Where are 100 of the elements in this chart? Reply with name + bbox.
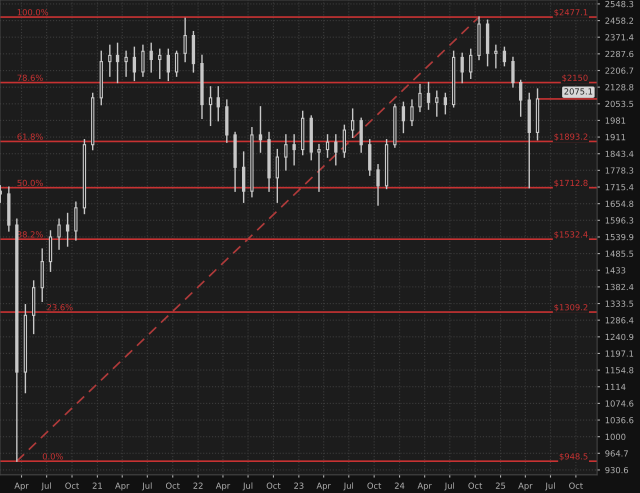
x-tick-label: Apr (115, 482, 130, 490)
candlestick (258, 106, 262, 153)
x-tick-label: Jul (41, 482, 51, 490)
y-tick-label: 1596.3 (606, 217, 634, 224)
y-tick-label: 1074.6 (606, 400, 634, 407)
candlestick (519, 80, 522, 117)
candlestick (360, 118, 363, 153)
candlestick (444, 92, 448, 114)
candlestick (141, 44, 145, 77)
y-tick-label: 1843.4 (606, 150, 634, 158)
y-tick-label: 1654.8 (606, 200, 634, 207)
annotation: 2075.1 (564, 88, 592, 95)
annotation: 50.0% (17, 180, 43, 186)
candlestick (166, 48, 170, 82)
candlestick (342, 124, 346, 158)
candlestick (158, 48, 162, 79)
candlestick (402, 102, 406, 134)
y-tick-label: 1154.8 (606, 367, 634, 374)
candlestick (66, 212, 70, 247)
y-tick-label: 1382.4 (606, 284, 634, 290)
candlestick (284, 134, 288, 171)
y-tick-label: 2128.8 (605, 84, 634, 90)
candlestick (74, 202, 78, 241)
annotation: 78.6% (18, 74, 43, 81)
candlestick (132, 46, 136, 82)
annotation: 0.0% (42, 453, 63, 460)
y-tick-label: 1433 (606, 267, 626, 274)
y-tick-label: 1286.4 (606, 317, 634, 324)
y-tick-label: 1911 (606, 134, 626, 140)
ref-line-label: $948.5 (560, 453, 588, 461)
x-tick-label: 24 (394, 482, 404, 489)
x-tick-label: Jul (142, 482, 152, 490)
y-tick-label: 1778.3 (606, 167, 634, 174)
x-tick-label: Jul (242, 482, 252, 490)
candlestick (216, 86, 220, 122)
y-tick-label: 2458.2 (605, 18, 634, 24)
candlestick (292, 134, 296, 166)
y-tick-label: 1715.4 (606, 184, 634, 190)
candlestick (410, 99, 414, 126)
ref-line-label: $1893.2 (554, 133, 588, 141)
ref-line-label: $1532.4 (554, 231, 588, 239)
x-tick-label: Oct (569, 482, 583, 489)
x-tick-label: Oct (468, 482, 482, 489)
candlestick (494, 44, 498, 68)
candlestick (334, 134, 338, 166)
ref-line-label: $1309.2 (554, 304, 588, 312)
x-tick-label: Oct (65, 482, 80, 489)
candlestick (426, 82, 430, 110)
x-tick-label: Jul (343, 482, 354, 490)
y-tick-label: 2287.6 (605, 50, 634, 58)
x-tick-label: Jul (545, 482, 555, 490)
y-tick-label: 1981 (606, 117, 626, 124)
candlestick (469, 48, 472, 79)
y-tick-label: 2548.3 (605, 0, 634, 8)
x-tick-label: Oct (266, 482, 280, 489)
ref-line-label: $2150 (562, 74, 588, 82)
candlestick (124, 50, 128, 77)
x-tick-label: 23 (294, 482, 304, 489)
x-tick-label: Apr (14, 482, 29, 490)
candlestick (57, 218, 61, 250)
y-tick-label: 1114 (606, 384, 626, 390)
candlestick (460, 52, 464, 84)
x-tick-label: Apr (216, 482, 230, 490)
candlestick (208, 86, 212, 126)
annotation: 23.6% (47, 304, 73, 310)
x-tick-label: Oct (166, 482, 180, 489)
candlestick (435, 90, 438, 117)
candlestick (150, 42, 153, 73)
candlestick (350, 108, 354, 138)
y-tick-label: 1000 (606, 434, 626, 440)
x-tick-label: Oct (367, 482, 382, 489)
candlestick (174, 50, 178, 77)
y-tick-label: 1036.6 (606, 417, 634, 424)
candlestick (183, 18, 187, 62)
x-tick-label: Apr (316, 482, 331, 490)
candlestick (376, 164, 380, 206)
x-tick-label: Jul (444, 482, 454, 490)
ref-line-label: $1712.8 (554, 180, 588, 188)
y-tick-label: 964.7 (605, 450, 628, 457)
candlestick (108, 44, 112, 77)
y-tick-label: 1240.9 (606, 334, 634, 340)
x-tick-label: Apr (518, 482, 533, 490)
x-tick-label: 25 (496, 482, 506, 489)
y-tick-label: 1539.9 (606, 234, 634, 240)
candlestick (276, 148, 279, 203)
annotation: 61.8% (17, 133, 43, 140)
annotation: 38.2% (17, 231, 43, 238)
x-tick-label: 22 (193, 482, 203, 489)
candlestick (511, 56, 515, 88)
candlestick (317, 144, 321, 192)
y-tick-label: 2371.4 (605, 34, 634, 40)
y-tick-label: 2053.5 (605, 100, 634, 108)
candlestick (326, 134, 330, 158)
candlestick (116, 42, 120, 84)
annotation: 100.0% (18, 9, 48, 16)
y-tick-label: 2206.7 (605, 67, 634, 74)
x-tick-label: Apr (418, 482, 432, 490)
candlestick (418, 84, 422, 112)
candlestick (242, 151, 246, 203)
y-tick-label: 1333.5 (606, 300, 634, 307)
